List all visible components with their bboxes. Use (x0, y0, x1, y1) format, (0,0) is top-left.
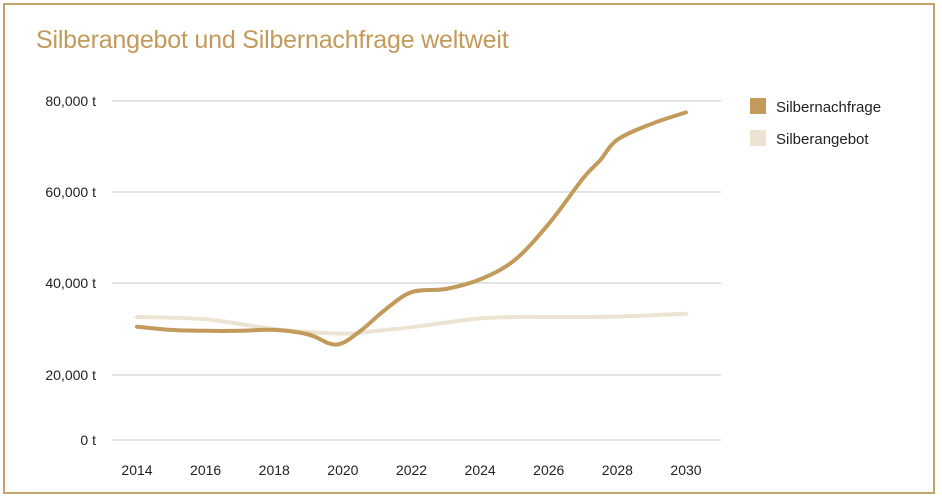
x-tick-label: 2018 (259, 462, 290, 478)
x-tick-label: 2026 (533, 462, 564, 478)
x-tick-label: 2020 (327, 462, 358, 478)
legend-swatch (750, 98, 766, 114)
x-tick-label: 2028 (602, 462, 633, 478)
legend-label: Silbernachfrage (776, 99, 881, 116)
y-tick-label: 40,000 t (45, 275, 96, 291)
y-tick-label: 60,000 t (45, 184, 96, 200)
chart-frame (3, 3, 935, 494)
y-tick-label: 80,000 t (45, 93, 96, 109)
x-tick-label: 2016 (190, 462, 221, 478)
gridlines (112, 100, 721, 441)
series-lines (135, 110, 688, 347)
legend: Silbernachfrage Silberangebot (750, 98, 881, 148)
x-tick-label: 2014 (121, 462, 152, 478)
y-tick-label: 20,000 t (45, 367, 96, 383)
y-tick-label: 0 t (80, 432, 96, 448)
x-tick-labels: 2014 2016 2018 2020 2022 2024 2026 2028 2030 (121, 462, 701, 478)
y-tick-labels: 80,000 t 60,000 t 40,000 t 20,000 t 0 t (45, 93, 96, 448)
legend-label: Silberangebot (776, 131, 869, 148)
x-tick-label: 2022 (396, 462, 427, 478)
legend-swatch (750, 130, 766, 146)
x-tick-label: 2030 (670, 462, 701, 478)
x-tick-label: 2024 (465, 462, 496, 478)
series-line-silbernachfrage (135, 110, 688, 347)
chart-title: Silberangebot und Silbernachfrage weltwe… (36, 26, 509, 54)
